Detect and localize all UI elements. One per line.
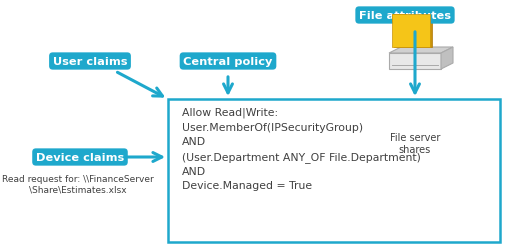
Text: Allow Read|Write:
User.MemberOf(IPSecurityGroup)
AND
(User.Department ANY_OF Fil: Allow Read|Write: User.MemberOf(IPSecuri… (182, 108, 421, 191)
Text: File server
shares: File server shares (390, 132, 440, 154)
FancyBboxPatch shape (168, 100, 500, 242)
Polygon shape (389, 48, 453, 54)
Text: Device claims: Device claims (36, 152, 124, 162)
Text: Central policy: Central policy (184, 57, 273, 67)
Polygon shape (389, 54, 441, 70)
Polygon shape (392, 15, 430, 48)
Polygon shape (394, 22, 432, 48)
Text: Read request for: \\FinanceServer
\Share\Estimates.xlsx: Read request for: \\FinanceServer \Share… (2, 174, 154, 194)
Polygon shape (441, 48, 453, 70)
Text: User claims: User claims (53, 57, 127, 67)
Text: File attributes: File attributes (359, 11, 451, 21)
Polygon shape (392, 15, 406, 22)
